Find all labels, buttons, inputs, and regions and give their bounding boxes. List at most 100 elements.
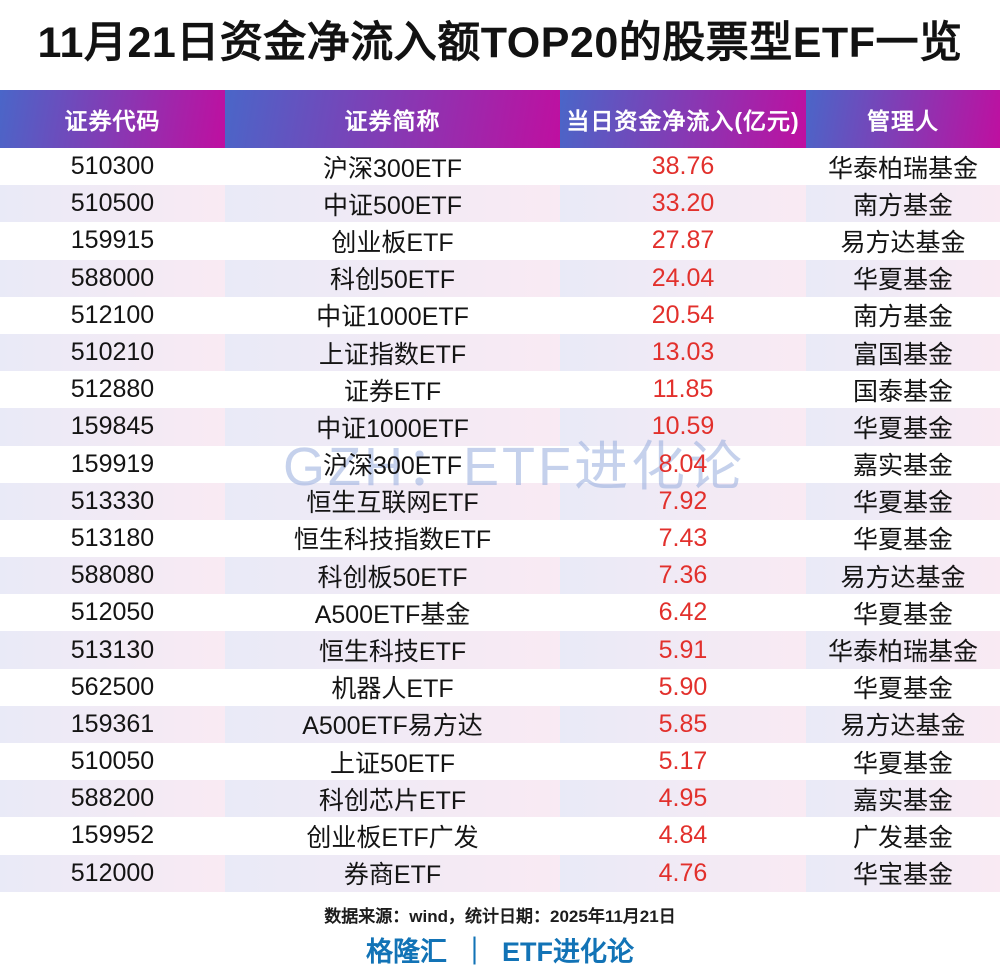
cell-inflow: 7.92 [560,482,806,520]
cell-code: 588200 [0,780,225,818]
cell-manager: 华泰柏瑞基金 [806,631,1000,669]
cell-name: 沪深300ETF [323,452,462,481]
table-row: 513330 恒生互联网ETF 7.92 华夏基金 [0,482,1000,520]
cell-manager: 南方基金 [852,303,953,332]
table-row: 510050 上证50ETF 5.17 华夏基金 [0,743,1000,780]
cell-code: 510300 [70,152,155,181]
column-header-inflow: 当日资金净流入(亿元) [560,90,806,148]
cell-inflow: 27.87 [651,226,715,255]
cell-name: 恒生科技ETF [225,631,560,669]
cell-manager: 嘉实基金 [806,780,1000,818]
table-row: 513180 恒生科技指数ETF 7.43 华夏基金 [0,520,1000,557]
table-row: 510300 沪深300ETF 38.76 华泰柏瑞基金 [0,148,1000,185]
cell-code: 159915 [70,226,155,255]
cell-code: 588080 [0,557,225,595]
cell-inflow: 4.95 [560,780,806,818]
data-source-note: 数据来源：wind，统计日期：2025年11月21日 [324,907,676,926]
cell-code: 510210 [0,333,225,372]
cell-inflow: 4.76 [560,854,806,892]
cell-name: 中证1000ETF [316,303,469,332]
cell-inflow: 5.17 [658,747,708,776]
cell-code: 159919 [70,449,155,478]
cell-name: A500ETF基金 [314,600,471,629]
cell-code: 512050 [70,598,155,627]
table-header-row: 证券代码 证券简称 当日资金净流入(亿元) 管理人 [0,90,1000,148]
cell-inflow: 10.59 [560,408,806,446]
cell-code: 513180 [70,523,155,552]
table-row: 512880 证券ETF 11.85 国泰基金 [0,371,1000,408]
cell-code: 512000 [0,854,225,892]
table-row: 512000 券商ETF 4.76 华宝基金 [0,854,1000,892]
column-header-name: 证券简称 [225,90,560,148]
brand-divider: ｜ [461,937,488,967]
cell-inflow: 11.85 [652,375,714,404]
table-row: 510500 中证500ETF 33.20 南方基金 [0,185,1000,223]
cell-manager: 嘉实基金 [852,452,953,481]
cell-inflow: 5.85 [560,705,806,743]
cell-code: 588000 [0,259,225,297]
table-row: 588000 科创50ETF 24.04 华夏基金 [0,259,1000,297]
cell-code: 159361 [0,705,225,743]
cell-manager: 易方达基金 [806,557,1000,595]
cell-manager: 华夏基金 [852,526,953,555]
column-header-code: 证券代码 [0,90,225,148]
table-row: 510210 上证指数ETF 13.03 富国基金 [0,333,1000,372]
cell-manager: 华夏基金 [806,408,1000,446]
cell-inflow: 20.54 [651,300,715,329]
cell-name: 中证500ETF [225,185,560,223]
cell-manager: 华夏基金 [852,749,953,778]
cell-name: 证券ETF [343,377,442,406]
cell-name: 科创50ETF [225,259,560,297]
cell-manager: 华宝基金 [806,854,1000,892]
page-title: 11月21日资金净流入额TOP20的股票型ETF一览 [37,19,963,67]
table-row: 159919 沪深300ETF 8.04 嘉实基金 [0,446,1000,483]
cell-manager: 国泰基金 [852,377,953,406]
cell-manager: 华泰柏瑞基金 [827,154,978,183]
cell-name: 科创板50ETF [225,557,560,595]
cell-code: 159952 [70,821,155,850]
cell-name: 机器人ETF [331,675,454,704]
cell-manager: 华夏基金 [852,675,953,704]
etf-table-body: 510300 沪深300ETF 38.76 华泰柏瑞基金 510500 中证50… [0,148,1000,892]
table-row: 159952 创业板ETF广发 4.84 广发基金 [0,817,1000,854]
cell-code: 510500 [0,185,225,223]
table-row: 159915 创业板ETF 27.87 易方达基金 [0,222,1000,259]
cell-inflow: 5.91 [560,631,806,669]
cell-manager: 富国基金 [806,333,1000,372]
cell-manager: 华夏基金 [806,482,1000,520]
cell-name: 上证50ETF [329,749,456,778]
table-row: 512100 中证1000ETF 20.54 南方基金 [0,297,1000,334]
cell-inflow: 4.84 [658,821,708,850]
cell-name: 上证指数ETF [225,333,560,372]
cell-manager: 易方达基金 [840,228,966,257]
cell-inflow: 13.03 [560,333,806,372]
cell-manager: 广发基金 [852,823,953,852]
table-row: 512050 A500ETF基金 6.42 华夏基金 [0,594,1000,631]
table-row: 588080 科创板50ETF 7.36 易方达基金 [0,557,1000,595]
table-row: 159845 中证1000ETF 10.59 华夏基金 [0,408,1000,446]
brand-footer: 格隆汇 ｜ ETF进化论 [0,930,1000,969]
cell-name: 创业板ETF [331,228,454,257]
cell-inflow: 7.36 [560,557,806,595]
cell-inflow: 6.42 [658,598,708,627]
cell-manager: 华夏基金 [852,600,953,629]
cell-code: 512880 [70,375,155,404]
cell-code: 513130 [0,631,225,669]
table-row: 159361 A500ETF易方达 5.85 易方达基金 [0,705,1000,743]
column-header-manager: 管理人 [806,90,1000,148]
table-row: 562500 机器人ETF 5.90 华夏基金 [0,669,1000,706]
cell-name: 恒生互联网ETF [225,482,560,520]
cell-manager: 华夏基金 [806,259,1000,297]
table-row: 513130 恒生科技ETF 5.91 华泰柏瑞基金 [0,631,1000,669]
cell-inflow: 38.76 [651,152,715,181]
cell-name: 券商ETF [225,854,560,892]
cell-name: 沪深300ETF [323,154,462,183]
cell-inflow: 5.90 [658,672,708,701]
cell-code: 512100 [70,300,155,329]
cell-manager: 南方基金 [806,185,1000,223]
cell-code: 513330 [0,482,225,520]
cell-inflow: 33.20 [560,185,806,223]
cell-inflow: 7.43 [658,523,708,552]
cell-name: 创业板ETF广发 [306,823,479,852]
